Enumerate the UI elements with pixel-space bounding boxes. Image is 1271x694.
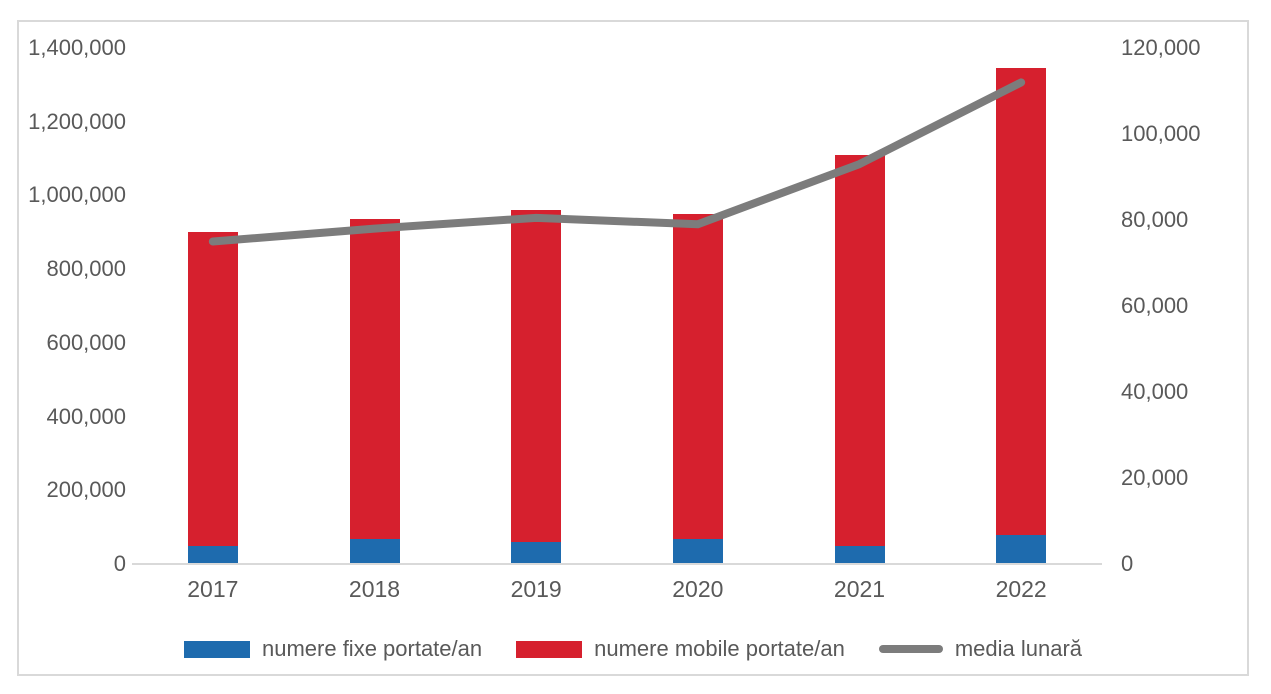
bar-segment-2020 (672, 213, 723, 539)
legend-item: numere mobile portate/an (516, 636, 845, 662)
y-axis-right-tick-label: 60,000 (1121, 293, 1189, 318)
y-axis-left-tick-label: 200,000 (46, 477, 126, 503)
bar-segment-2021 (834, 546, 885, 564)
bar-segment-2019 (511, 541, 562, 564)
y-axis-right-tick-label: 0 (1121, 551, 1134, 576)
y-axis-right-tick-label: 40,000 (1121, 379, 1189, 404)
x-axis-label-2022: 2022 (995, 576, 1047, 602)
x-axis-label-2018: 2018 (348, 576, 401, 602)
legend-line-swatch-icon (878, 645, 943, 653)
x-axis-label-2021: 2021 (833, 576, 886, 602)
y-axis-right-tick-label: 20,000 (1121, 465, 1189, 490)
bar-segment-2017 (187, 545, 238, 564)
legend-label: numere fixe portate/an (261, 636, 483, 661)
y-axis-left-tick-label: 0 (113, 551, 126, 576)
x-axis-label-2019: 2019 (510, 576, 562, 602)
y-axis-left-tick-label: 600,000 (46, 329, 126, 355)
x-axis-line (132, 563, 1102, 565)
x-axis-label-2017: 2017 (187, 576, 239, 602)
y-axis-right-tick-label: 80,000 (1121, 207, 1189, 232)
bar-segment-2017 (187, 232, 238, 546)
y-axis-left-tick-label: 400,000 (46, 403, 126, 429)
bar-segment-2021 (834, 154, 885, 547)
legend-item: media lunară (878, 636, 1083, 662)
legend-bar-swatch-icon (516, 640, 583, 658)
y-axis-left-tick-label: 1,400,000 (28, 35, 126, 60)
y-axis-left-tick-label: 800,000 (46, 256, 126, 282)
y-axis-right-tick-label: 100,000 (1121, 121, 1201, 146)
bar-segment-2022 (996, 534, 1047, 564)
y-axis-left-tick-label: 1,200,000 (28, 108, 126, 134)
legend-item: numere fixe portate/an (183, 636, 483, 662)
bar-segment-2022 (996, 68, 1047, 535)
bar-segment-2020 (672, 538, 723, 564)
legend-bar-swatch-icon (183, 640, 250, 658)
y-axis-left-tick-label: 1,000,000 (28, 182, 126, 208)
legend-label: media lunară (954, 636, 1083, 661)
x-axis-label-2020: 2020 (672, 576, 724, 602)
y-axis-right-tick-label: 120,000 (1121, 35, 1201, 60)
bar-segment-2018 (349, 538, 400, 564)
bar-segment-2018 (349, 219, 400, 539)
legend-label: numere mobile portate/an (594, 636, 845, 661)
legend: numere fixe portate/an numere mobile port… (19, 636, 1247, 662)
bar-segment-2019 (511, 210, 562, 542)
